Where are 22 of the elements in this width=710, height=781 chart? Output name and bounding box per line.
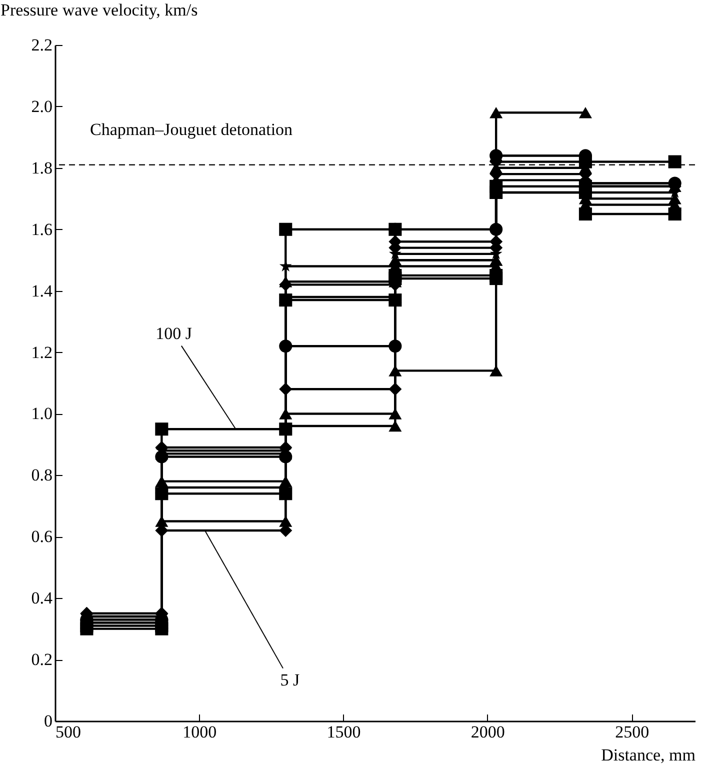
y-tick-label: 0.6 (31, 527, 52, 546)
y-tick-label: 2.0 (31, 96, 52, 116)
y-tick-label: 0.8 (31, 466, 52, 485)
y-tick-label: 1.8 (31, 158, 52, 178)
x-tick-label: 1500 (326, 722, 361, 742)
y-tick-label: 2.2 (31, 36, 52, 54)
ref-line-label: Chapman–Jouguet detonation (90, 120, 294, 139)
x-axis-title: Distance, mm (601, 746, 696, 764)
x-tick-label: 2000 (470, 722, 505, 742)
y-tick-label: 0 (44, 712, 52, 730)
y-axis-title: Pressure wave velocity, km/s (0, 0, 198, 20)
annotation: 5 J (280, 670, 300, 690)
y-tick-label: 1.2 (31, 342, 52, 362)
x-tick-label: 1000 (182, 722, 217, 742)
y-tick-label: 0.4 (31, 588, 53, 608)
y-tick-label: 1.0 (31, 404, 52, 424)
y-tick-label: 0.2 (31, 650, 52, 670)
x-tick-label: 500 (56, 722, 81, 742)
annotation: 100 J (156, 324, 192, 344)
y-tick-label: 1.6 (31, 220, 52, 239)
y-tick-label: 1.4 (31, 281, 53, 300)
x-tick-label: 2500 (615, 722, 650, 742)
